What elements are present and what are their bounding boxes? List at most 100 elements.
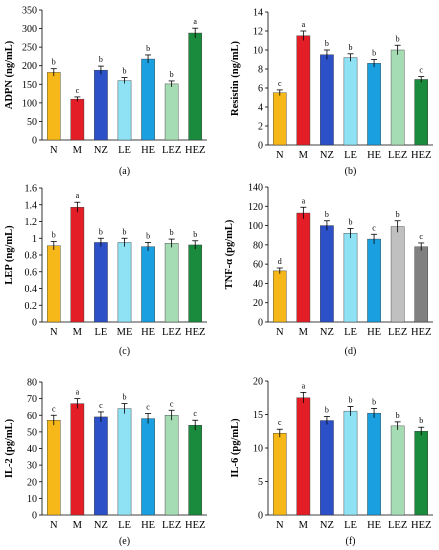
significance-letter: b: [396, 34, 400, 43]
bar-nz: [94, 69, 108, 141]
y-axis-title: TNF-α (pg/mL): [224, 219, 235, 289]
bar-he: [141, 418, 155, 516]
x-category-label: ME: [117, 327, 133, 338]
y-tick-label: 4: [258, 103, 263, 114]
x-category-label: HE: [141, 520, 155, 531]
significance-letter: c: [146, 403, 150, 412]
panel-label: (c): [119, 346, 130, 357]
y-axis-title: Resistin (ng/mL): [230, 41, 241, 116]
y-tick-label: 40: [27, 444, 37, 455]
x-category-label: LE: [118, 520, 131, 531]
x-category-label: LE: [118, 145, 131, 156]
chart-panel-3: 0 0.2 0.4 0.6 0.8 1 1.2 1.4 1.6 b Na Mb LE b ME b HE b LEZ…: [4, 184, 207, 357]
bar-hez: [188, 32, 203, 141]
x-category-label: HEZ: [185, 145, 205, 156]
x-category-label: N: [50, 520, 58, 531]
significance-letter: c: [52, 404, 56, 413]
y-axis-title: ADPN (ng/mL): [4, 40, 15, 109]
y-tick-label: 100: [22, 98, 37, 109]
x-category-label: LEZ: [162, 520, 181, 531]
y-tick-label: 0.6: [25, 267, 38, 278]
bar-hez: [188, 244, 203, 323]
panel-label: (d): [345, 346, 357, 357]
y-tick-label: 250: [22, 43, 37, 54]
bar-nz: [94, 416, 108, 516]
y-tick-label: 0: [32, 136, 37, 147]
x-category-label: LEZ: [388, 520, 407, 531]
y-tick-label: 1.2: [25, 217, 38, 228]
y-tick-label: 120: [248, 202, 263, 213]
significance-letter: c: [419, 66, 423, 75]
significance-letter: b: [349, 43, 353, 52]
bar-hez: [414, 79, 429, 146]
bar-lez: [390, 425, 405, 516]
bar-m: [296, 212, 311, 323]
bar-m: [70, 403, 85, 516]
significance-letter: c: [372, 223, 376, 232]
y-tick-label: 15: [253, 410, 263, 421]
y-tick-label: 10: [253, 444, 263, 455]
x-category-label: LE: [344, 520, 357, 531]
bar-le: [343, 57, 358, 146]
y-axis-title: IL-6 (pg/mL): [230, 418, 241, 478]
x-category-label: HE: [141, 327, 155, 338]
x-category-label: M: [299, 520, 309, 531]
significance-letter: c: [193, 409, 197, 418]
x-category-label: N: [50, 145, 58, 156]
y-tick-label: 1.6: [25, 184, 38, 195]
y-tick-label: 20: [253, 377, 263, 388]
significance-letter: a: [76, 388, 80, 397]
significance-letter: b: [396, 210, 400, 219]
y-tick-label: 350: [22, 6, 37, 17]
significance-letter: b: [146, 44, 150, 53]
bar-m: [296, 397, 311, 516]
significance-letter: b: [372, 397, 376, 406]
y-tick-label: 10: [253, 46, 263, 57]
significance-letter: c: [278, 79, 282, 88]
x-category-label: HE: [367, 520, 381, 531]
bar-hez: [414, 431, 429, 516]
y-tick-label: 20: [253, 298, 263, 309]
significance-letter: b: [349, 217, 353, 226]
x-category-label: N: [276, 520, 284, 531]
bar-he: [367, 63, 381, 146]
y-tick-label: 6: [258, 84, 263, 95]
x-category-label: HEZ: [411, 520, 431, 531]
x-category-label: LE: [95, 327, 108, 338]
significance-letter: c: [170, 399, 174, 408]
bar-lez: [164, 243, 179, 323]
x-category-label: HE: [367, 327, 381, 338]
y-tick-label: 2: [258, 122, 263, 133]
y-tick-label: 1: [32, 234, 37, 245]
y-tick-label: 80: [27, 378, 37, 389]
significance-letter: b: [123, 393, 127, 402]
significance-letter: a: [302, 196, 306, 205]
x-category-label: LEZ: [388, 150, 407, 161]
significance-letter: b: [99, 227, 103, 236]
bar-m: [296, 35, 311, 146]
bar-le: [94, 242, 108, 323]
y-tick-label: 0: [32, 511, 37, 522]
significance-letter: b: [349, 395, 353, 404]
y-tick-label: 200: [22, 61, 37, 72]
x-category-label: LE: [344, 327, 357, 338]
significance-letter: b: [325, 406, 329, 415]
bar-n: [46, 245, 61, 323]
panel-label: (a): [119, 166, 130, 177]
bar-le: [117, 408, 132, 516]
x-category-label: M: [299, 150, 309, 161]
bar-n: [46, 72, 61, 141]
bar-nz: [320, 420, 334, 516]
x-category-label: NZ: [94, 520, 108, 531]
significance-letter: b: [123, 67, 127, 76]
y-tick-label: 12: [253, 27, 263, 38]
bar-le: [343, 233, 358, 323]
x-category-label: NZ: [320, 520, 334, 531]
y-tick-label: 0.2: [25, 301, 38, 312]
bar-n: [272, 270, 287, 323]
y-tick-label: 140: [248, 183, 263, 194]
significance-letter: a: [76, 191, 80, 200]
x-category-label: HE: [367, 150, 381, 161]
y-tick-label: 0: [32, 318, 37, 329]
x-category-label: NZ: [320, 150, 334, 161]
